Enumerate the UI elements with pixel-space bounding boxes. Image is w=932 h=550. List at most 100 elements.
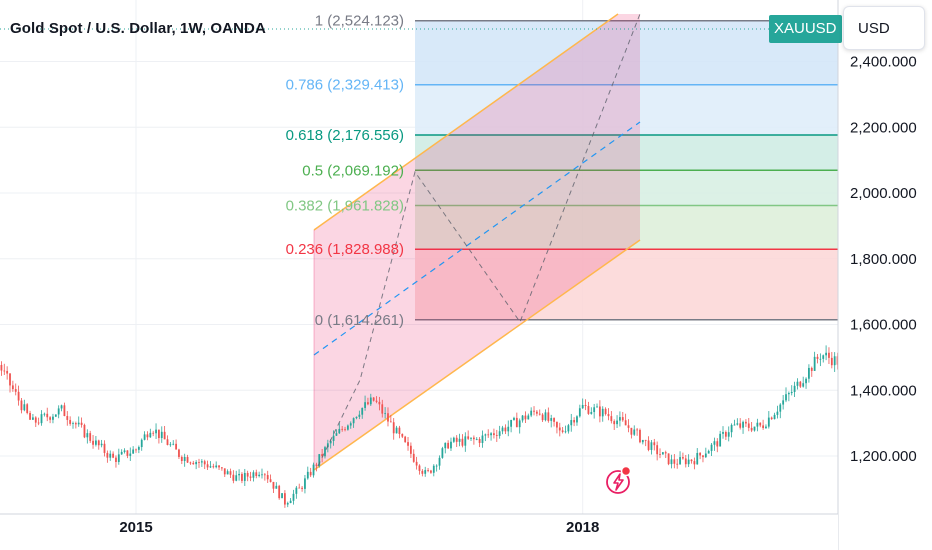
candle-body	[444, 442, 447, 449]
candle-body	[195, 462, 198, 465]
candle-body	[570, 420, 573, 426]
candle-body	[590, 412, 593, 414]
candle-body	[770, 417, 773, 420]
candle-body	[833, 356, 836, 366]
candle-body	[765, 426, 767, 429]
candle-body	[533, 410, 535, 412]
candle-body	[335, 433, 338, 436]
channel-upper-edge	[313, 13, 619, 231]
candle-body	[169, 444, 172, 446]
fib-label-0.786: 0.786 (2,329.413)	[286, 77, 404, 94]
candle-body	[132, 449, 135, 454]
x-tick-label-1: 2018	[566, 519, 599, 536]
candle-body	[355, 416, 358, 419]
candle-body	[172, 443, 175, 445]
candle-body	[358, 414, 361, 417]
candle-body	[664, 452, 667, 454]
candle-body	[407, 442, 409, 446]
candle-body	[438, 457, 441, 466]
candle-body	[34, 417, 37, 423]
channel-fill	[314, 14, 640, 470]
candle-body	[395, 427, 398, 434]
price-axis-panel	[838, 0, 932, 550]
candle-body	[756, 422, 759, 427]
currency-button[interactable]: USD	[843, 6, 925, 50]
candle-body	[624, 420, 627, 426]
candle-body	[541, 414, 544, 421]
candle-body	[286, 503, 289, 505]
candle-body	[235, 475, 238, 481]
candle-body	[450, 441, 452, 449]
candle-body	[432, 465, 435, 473]
candle-body	[647, 440, 650, 450]
lightning-bolt-icon[interactable]	[604, 465, 634, 495]
candle-body	[301, 487, 303, 489]
candle-body	[661, 452, 664, 455]
candle-body	[306, 471, 309, 479]
candle-body	[584, 405, 587, 407]
candle-body	[281, 493, 283, 499]
fib-zone-0	[415, 20, 838, 85]
candle-body	[724, 432, 727, 437]
fib-label-0.382: 0.382 (1,961.828)	[286, 198, 404, 215]
candle-body	[292, 493, 295, 501]
candle-body	[472, 437, 475, 440]
candle-body	[822, 355, 825, 359]
candle-body	[682, 457, 684, 459]
candle-body	[487, 434, 490, 436]
candle-body	[289, 500, 292, 504]
candle-body	[381, 404, 384, 414]
fib-label-0.5: 0.5 (2,069.192)	[302, 162, 404, 179]
candle-body	[507, 426, 510, 432]
candle-body	[653, 442, 656, 446]
candle-body	[702, 455, 704, 458]
candle-body	[389, 421, 392, 423]
candle-body	[782, 400, 785, 405]
candle-body	[341, 428, 344, 430]
candle-body	[66, 416, 69, 420]
candle-body	[89, 433, 92, 441]
candle-body	[793, 385, 796, 392]
candle-body	[790, 391, 793, 394]
candle-body	[106, 452, 109, 458]
candle-body	[40, 414, 43, 424]
candle-body	[186, 456, 189, 463]
projection-path	[317, 13, 641, 467]
candle-body	[478, 438, 481, 443]
candle-body	[707, 450, 710, 454]
candle-body	[221, 467, 223, 469]
candle-body	[409, 445, 412, 454]
candle-body	[95, 440, 97, 445]
candle-body	[29, 412, 31, 420]
candle-body	[175, 443, 177, 450]
candle-body	[126, 450, 129, 456]
candle-body	[109, 453, 112, 458]
fib-zone-1	[415, 84, 838, 135]
candle-body	[619, 417, 621, 421]
candle-body	[97, 440, 100, 446]
candle-body	[149, 432, 152, 438]
candle-body	[349, 423, 352, 426]
candle-body	[670, 459, 673, 465]
candle-body	[739, 423, 742, 428]
candle-body	[49, 417, 51, 420]
candle-body	[338, 428, 341, 434]
candle-body	[495, 435, 498, 436]
candle-body	[143, 434, 146, 440]
candle-body	[461, 438, 464, 446]
candle-body	[710, 444, 713, 451]
candle-body	[120, 451, 123, 455]
candle-body	[515, 417, 518, 428]
candle-body	[696, 452, 699, 465]
candle-body	[467, 436, 470, 439]
candle-body	[576, 416, 578, 423]
candle-body	[178, 449, 180, 457]
candle-body	[352, 418, 355, 424]
candle-body	[779, 404, 782, 412]
candle-body	[799, 381, 802, 387]
candle-body	[639, 429, 641, 443]
candle-body	[198, 462, 200, 463]
candle-body	[828, 352, 830, 358]
candle-body	[155, 429, 157, 434]
